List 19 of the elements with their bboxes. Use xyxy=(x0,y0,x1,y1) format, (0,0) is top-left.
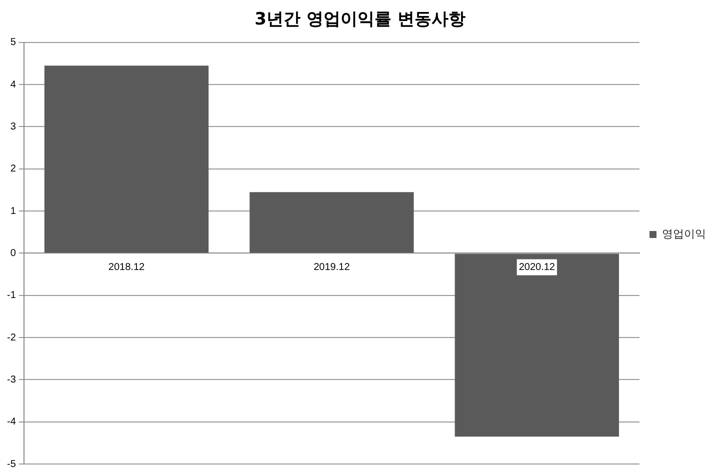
y-tick-label: 2 xyxy=(10,164,16,175)
y-tick-label: 4 xyxy=(10,79,16,90)
bar xyxy=(250,192,414,253)
y-tick-label: -3 xyxy=(6,374,16,386)
bar xyxy=(44,66,209,253)
y-tick-label: -5 xyxy=(6,458,16,470)
y-tick-label: 5 xyxy=(10,37,16,48)
y-tick-label: 3 xyxy=(10,121,16,132)
x-tick-label: 2019.12 xyxy=(314,262,350,273)
y-tick-label: -4 xyxy=(6,416,16,428)
x-tick-label: 2020.12 xyxy=(518,262,556,273)
bar xyxy=(454,254,619,437)
legend-label: 영업이익 xyxy=(662,228,706,241)
y-tick-label: 1 xyxy=(10,206,16,217)
x-tick-label: 2018.12 xyxy=(108,262,145,273)
y-tick-label: -1 xyxy=(6,290,16,302)
chart-title: 3년간 영업이익률 변동사항 xyxy=(254,10,466,30)
y-tick-label: -2 xyxy=(6,332,16,344)
y-tick-label: 0 xyxy=(10,248,16,259)
